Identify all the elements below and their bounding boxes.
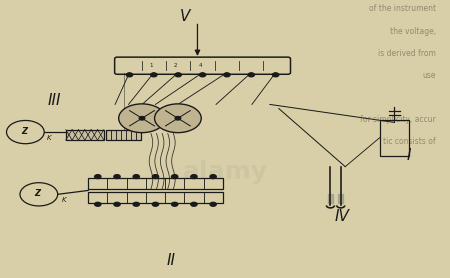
Circle shape [119, 104, 165, 133]
Circle shape [7, 120, 44, 144]
Circle shape [94, 202, 101, 206]
Circle shape [133, 175, 140, 178]
Circle shape [152, 175, 158, 178]
Text: K: K [62, 197, 66, 203]
Text: 2: 2 [174, 63, 177, 68]
Circle shape [126, 73, 133, 77]
Bar [380, 120, 409, 156]
Circle shape [139, 116, 145, 120]
Text: Z: Z [21, 127, 27, 136]
Text: alamy: alamy [182, 160, 268, 184]
Text: IV: IV [334, 209, 349, 224]
Circle shape [171, 175, 178, 178]
Text: 1: 1 [149, 63, 153, 68]
Bar [88, 192, 223, 203]
Bar [88, 178, 223, 189]
Text: is derived from: is derived from [378, 49, 436, 58]
Circle shape [114, 175, 120, 178]
Circle shape [191, 202, 197, 206]
Text: tic consists of: tic consists of [383, 137, 436, 146]
Text: I: I [407, 148, 411, 163]
Circle shape [191, 175, 197, 178]
Circle shape [133, 202, 140, 206]
Text: for simplicity, accur: for simplicity, accur [360, 115, 436, 124]
Circle shape [152, 202, 158, 206]
Circle shape [210, 175, 216, 178]
Text: V: V [180, 9, 190, 24]
Text: Z: Z [34, 189, 40, 198]
Text: III: III [48, 93, 61, 108]
Circle shape [199, 73, 206, 77]
Text: of the instrument: of the instrument [369, 4, 436, 14]
Circle shape [154, 104, 201, 133]
Text: II: II [166, 253, 176, 268]
Bar [106, 130, 141, 140]
Circle shape [224, 73, 230, 77]
Bar [66, 130, 104, 140]
Text: 4: 4 [198, 63, 202, 68]
Circle shape [175, 73, 181, 77]
Circle shape [210, 202, 216, 206]
Circle shape [175, 116, 181, 120]
Circle shape [20, 183, 58, 206]
Circle shape [151, 73, 157, 77]
Text: K: K [47, 135, 52, 141]
Circle shape [114, 202, 120, 206]
Circle shape [171, 202, 178, 206]
Circle shape [273, 73, 279, 77]
Circle shape [94, 175, 101, 178]
Circle shape [248, 73, 254, 77]
Text: use: use [423, 71, 436, 80]
Text: the voltage,: the voltage, [390, 27, 436, 36]
